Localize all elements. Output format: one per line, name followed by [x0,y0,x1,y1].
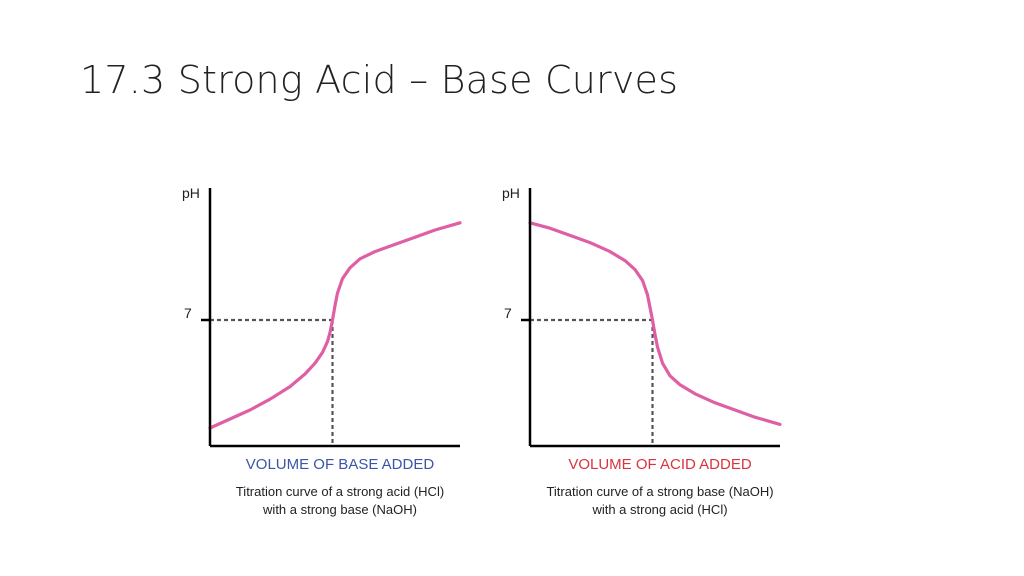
y-tick-label-7: 7 [184,305,192,321]
y-axis-label: pH [502,185,520,201]
caption-line-1: Titration curve of a strong base (NaOH) [546,484,774,499]
titration-chart-acid-with-base: pH 7 [182,185,462,448]
chart-caption: Titration curve of a strong acid (HCl) w… [160,483,520,519]
caption-line-2: with a strong acid (HCl) [592,502,728,517]
titration-curve [528,221,782,426]
chart-caption: Titration curve of a strong base (NaOH) … [480,483,840,519]
caption-line-2: with a strong base (NaOH) [263,502,417,517]
titration-chart-base-with-acid: pH 7 [502,185,782,448]
chart-panel-base-with-acid: pH 7 VOLUME OF ACID ADDED Titration curv… [480,170,800,530]
x-axis-label: VOLUME OF BASE ADDED [245,456,435,473]
titration-curve [208,221,462,430]
slide-title: 17.3 Strong Acid – Base Curves [80,58,679,102]
y-tick-label-7: 7 [504,305,512,321]
y-axis-label: pH [182,185,200,201]
x-axis-label: VOLUME OF ACID ADDED [568,456,752,473]
chart-panel-acid-with-base: pH 7 VOLUME OF BASE ADDED Titration curv… [160,170,480,530]
caption-line-1: Titration curve of a strong acid (HCl) [235,484,445,499]
